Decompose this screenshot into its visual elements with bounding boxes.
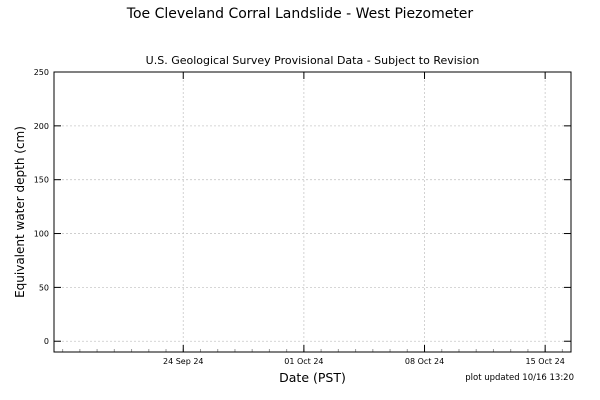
y-tick-label: 100 xyxy=(34,230,49,239)
y-tick-label: 200 xyxy=(34,122,49,131)
x-tick-label: 01 Oct 24 xyxy=(284,357,323,366)
x-tick-label: 15 Oct 24 xyxy=(526,357,565,366)
plot-updated-note: plot updated 10/16 13:20 xyxy=(465,373,574,383)
x-tick-label: 08 Oct 24 xyxy=(405,357,444,366)
chart-title: Toe Cleveland Corral Landslide - West Pi… xyxy=(126,6,474,22)
y-tick-label: 250 xyxy=(34,68,49,77)
x-axis-label: Date (PST) xyxy=(279,370,346,385)
y-tick-label: 0 xyxy=(44,337,49,346)
chart-subtitle: U.S. Geological Survey Provisional Data … xyxy=(145,54,480,67)
plot-frame xyxy=(53,71,572,353)
x-tick-label: 24 Sep 24 xyxy=(163,357,204,366)
y-tick-label: 50 xyxy=(39,283,49,292)
y-tick-label: 150 xyxy=(34,176,49,185)
